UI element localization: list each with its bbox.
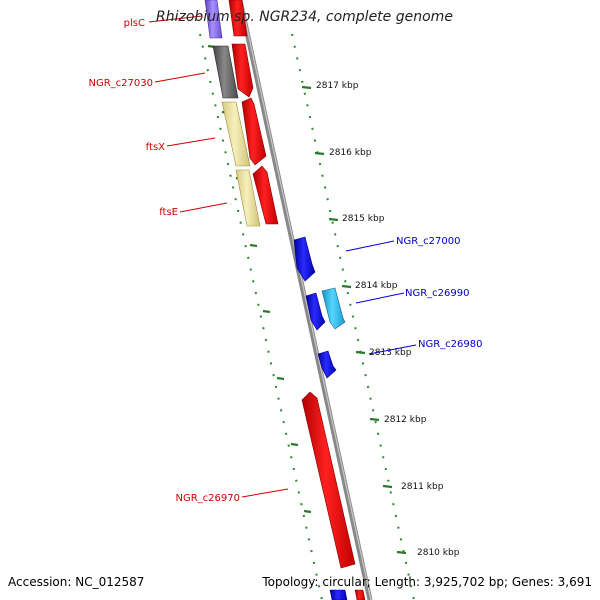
- gene-label[interactable]: NGR_c27000: [396, 236, 461, 247]
- kbp-label: 2811 kbp: [401, 482, 444, 492]
- gene-bottom-fragment-2[interactable]: [354, 589, 366, 600]
- accession-text: Accession: NC_012587: [8, 575, 145, 589]
- kbp-label: 2814 kbp: [355, 281, 398, 291]
- gene-NGR_c26980[interactable]: [317, 350, 337, 379]
- gene-bottom-fragment[interactable]: [329, 589, 348, 600]
- gene-red-2[interactable]: [231, 43, 254, 98]
- kbp-label: 2815 kbp: [342, 214, 385, 224]
- ruler-ticks: [301, 85, 407, 555]
- gene-label[interactable]: NGR_c26970: [176, 493, 241, 504]
- gene-label[interactable]: ftsX: [146, 142, 165, 153]
- ruler-right: [291, 33, 415, 600]
- gene-NGR_c26970[interactable]: [301, 391, 356, 569]
- gene-label[interactable]: plsC: [124, 18, 145, 29]
- kbp-label: 2812 kbp: [384, 415, 427, 425]
- genome-backbone: [237, 0, 373, 600]
- gene-plsC-block[interactable]: [204, 0, 223, 39]
- leader-line: [179, 202, 228, 213]
- kbp-label: 2813 kbp: [369, 348, 412, 358]
- gene-cyan[interactable]: [321, 287, 346, 330]
- leader-line: [345, 240, 395, 252]
- ruler-left: [199, 33, 323, 600]
- genome-title: Rhizobium sp. NGR234, complete genome: [156, 9, 453, 25]
- kbp-label: 2817 kbp: [316, 81, 359, 91]
- gene-red-4[interactable]: [252, 165, 279, 225]
- ruler-ticks-left: [207, 44, 312, 514]
- gene-ftsX[interactable]: [221, 101, 251, 167]
- gene-label[interactable]: NGR_c26980: [418, 339, 483, 350]
- leader-line: [368, 344, 417, 355]
- gene-red-3[interactable]: [241, 97, 267, 166]
- leader-line: [166, 137, 216, 147]
- gene-NGR_c27030[interactable]: [212, 45, 239, 99]
- genome-summary-text: Topology: circular; Length: 3,925,702 bp…: [262, 575, 592, 589]
- leader-line: [148, 15, 203, 23]
- gene-ftsE[interactable]: [235, 169, 261, 227]
- gene-label[interactable]: ftsE: [159, 207, 178, 218]
- leader-line: [355, 292, 405, 304]
- kbp-label: 2816 kbp: [329, 148, 372, 158]
- gene-NGR_c26990[interactable]: [305, 292, 326, 331]
- leader-line: [154, 72, 206, 83]
- genome-backbone-highlight: [240, 0, 372, 600]
- gene-NGR_c27000[interactable]: [293, 236, 316, 282]
- gene-label[interactable]: NGR_c27030: [89, 78, 154, 89]
- gene-red-top[interactable]: [228, 0, 248, 37]
- kbp-label: 2810 kbp: [417, 548, 460, 558]
- leader-line: [241, 488, 289, 498]
- gene-label[interactable]: NGR_c26990: [405, 288, 470, 299]
